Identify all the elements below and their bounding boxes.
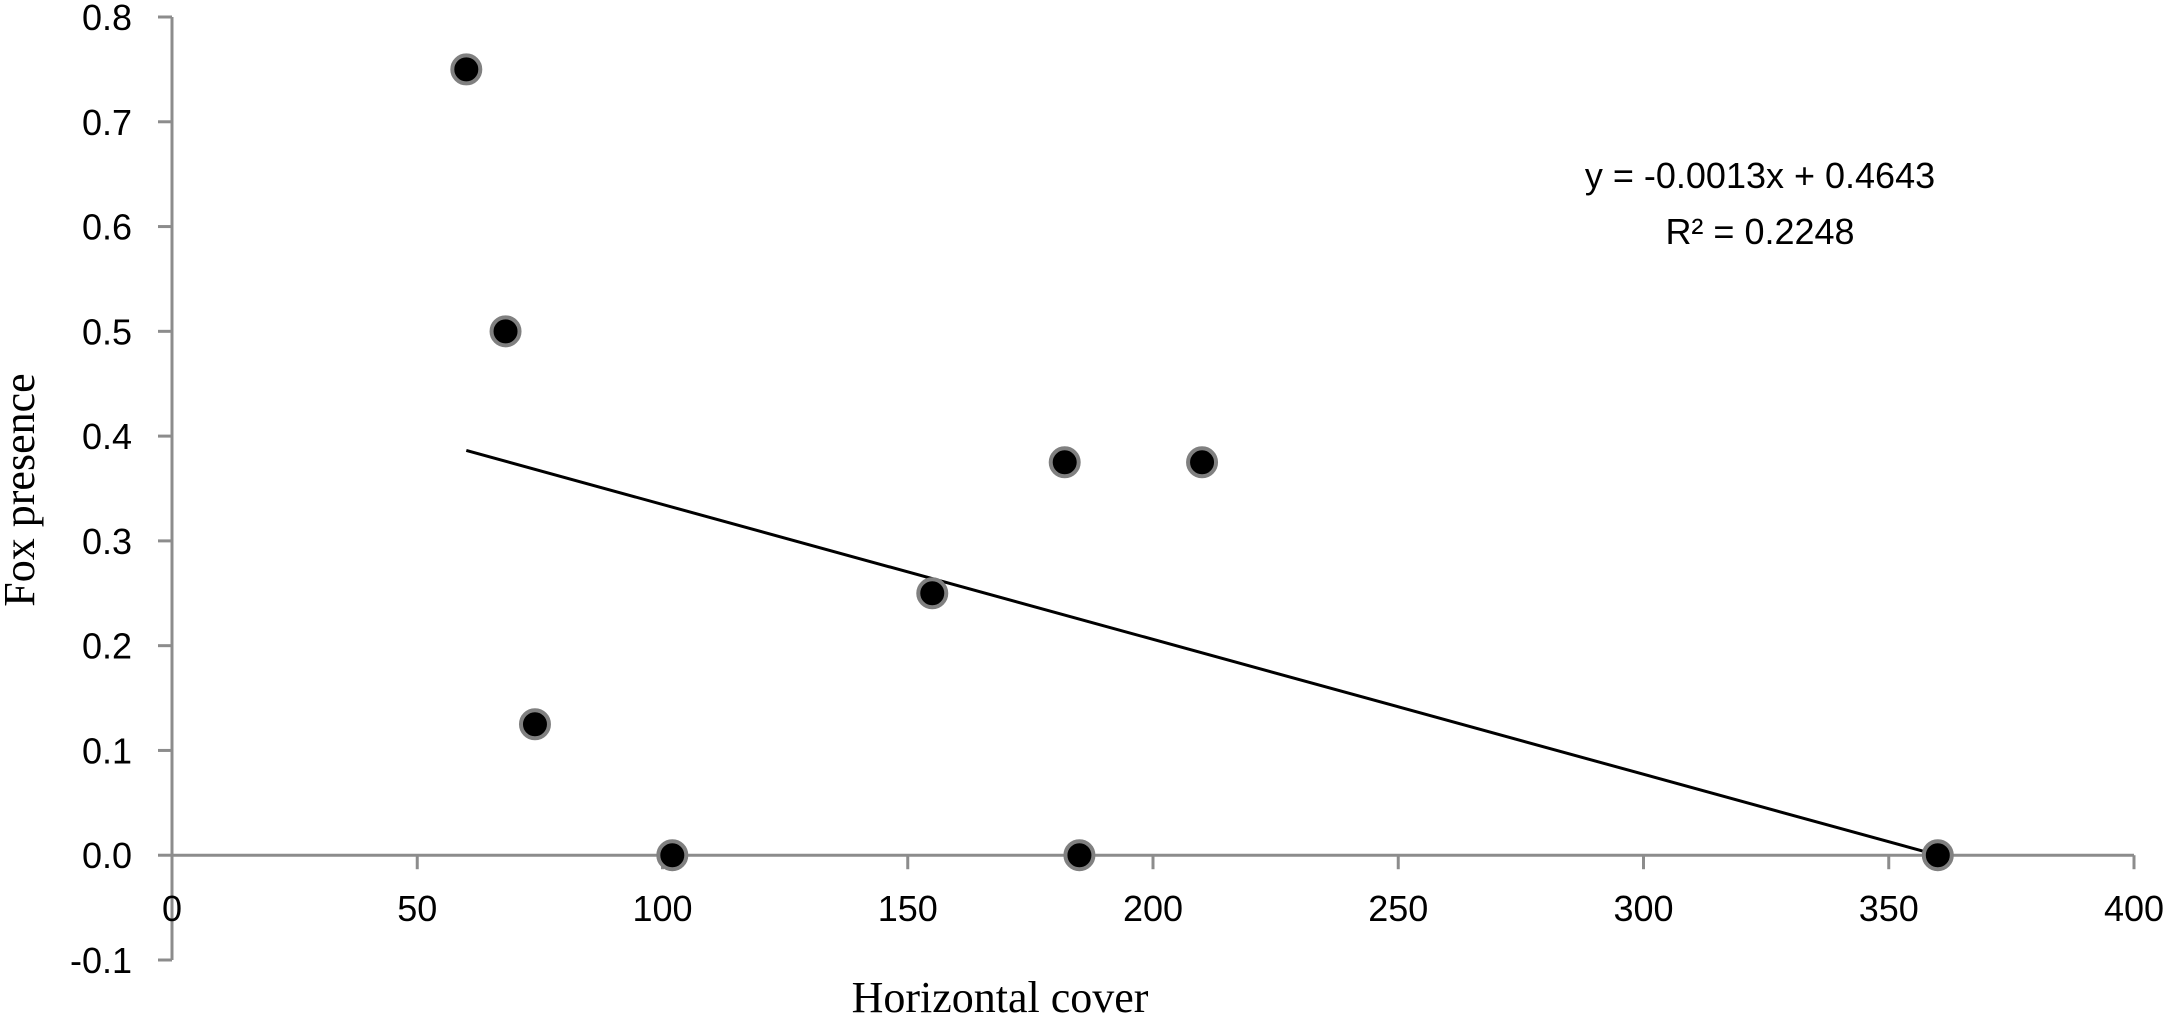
data-point: [518, 708, 551, 741]
x-tick-label: 300: [1613, 888, 1673, 929]
x-axis-title: Horizontal cover: [852, 973, 1149, 1017]
data-point: [656, 839, 689, 872]
trendline-equation: y = -0.0013x + 0.4643: [1585, 155, 1935, 196]
y-tick-label: 0.4: [82, 416, 132, 457]
x-tick-label: 0: [162, 888, 182, 929]
data-point: [489, 315, 522, 348]
data-point: [1186, 446, 1219, 479]
trendline-r-squared: R² = 0.2248: [1665, 211, 1854, 252]
trendline: [465, 449, 1939, 857]
data-point: [1048, 446, 1081, 479]
data-point: [450, 53, 483, 86]
data-point: [916, 577, 949, 610]
x-tick-label: 100: [632, 888, 692, 929]
y-tick-label: 0.1: [82, 730, 132, 771]
x-tick-label: 50: [397, 888, 437, 929]
x-tick-label: 250: [1368, 888, 1428, 929]
data-point: [1921, 839, 1954, 872]
axes: -0.1 0.0 0.1 0.2 0.3 0.4 0.5 0.6 0.7 0.8 0 50 100 150…: [70, 0, 2164, 981]
y-tick-label: 0.6: [82, 207, 132, 248]
y-tick-label: 0.5: [82, 311, 132, 352]
x-tick-label: 200: [1123, 888, 1183, 929]
data-point: [1063, 839, 1096, 872]
y-tick-label: 0.8: [82, 0, 132, 38]
y-axis-title: Fox presence: [0, 373, 44, 606]
y-tick-label: 0.2: [82, 626, 132, 667]
y-tick-label: -0.1: [70, 940, 132, 981]
x-tick-label: 150: [878, 888, 938, 929]
x-tick-label: 400: [2104, 888, 2164, 929]
data-points: [450, 53, 1954, 872]
x-tick-label: 350: [1859, 888, 1919, 929]
y-tick-label: 0.0: [82, 835, 132, 876]
trendline-layer: [465, 449, 1939, 857]
y-tick-label: 0.7: [82, 102, 132, 143]
y-tick-label: 0.3: [82, 521, 132, 562]
